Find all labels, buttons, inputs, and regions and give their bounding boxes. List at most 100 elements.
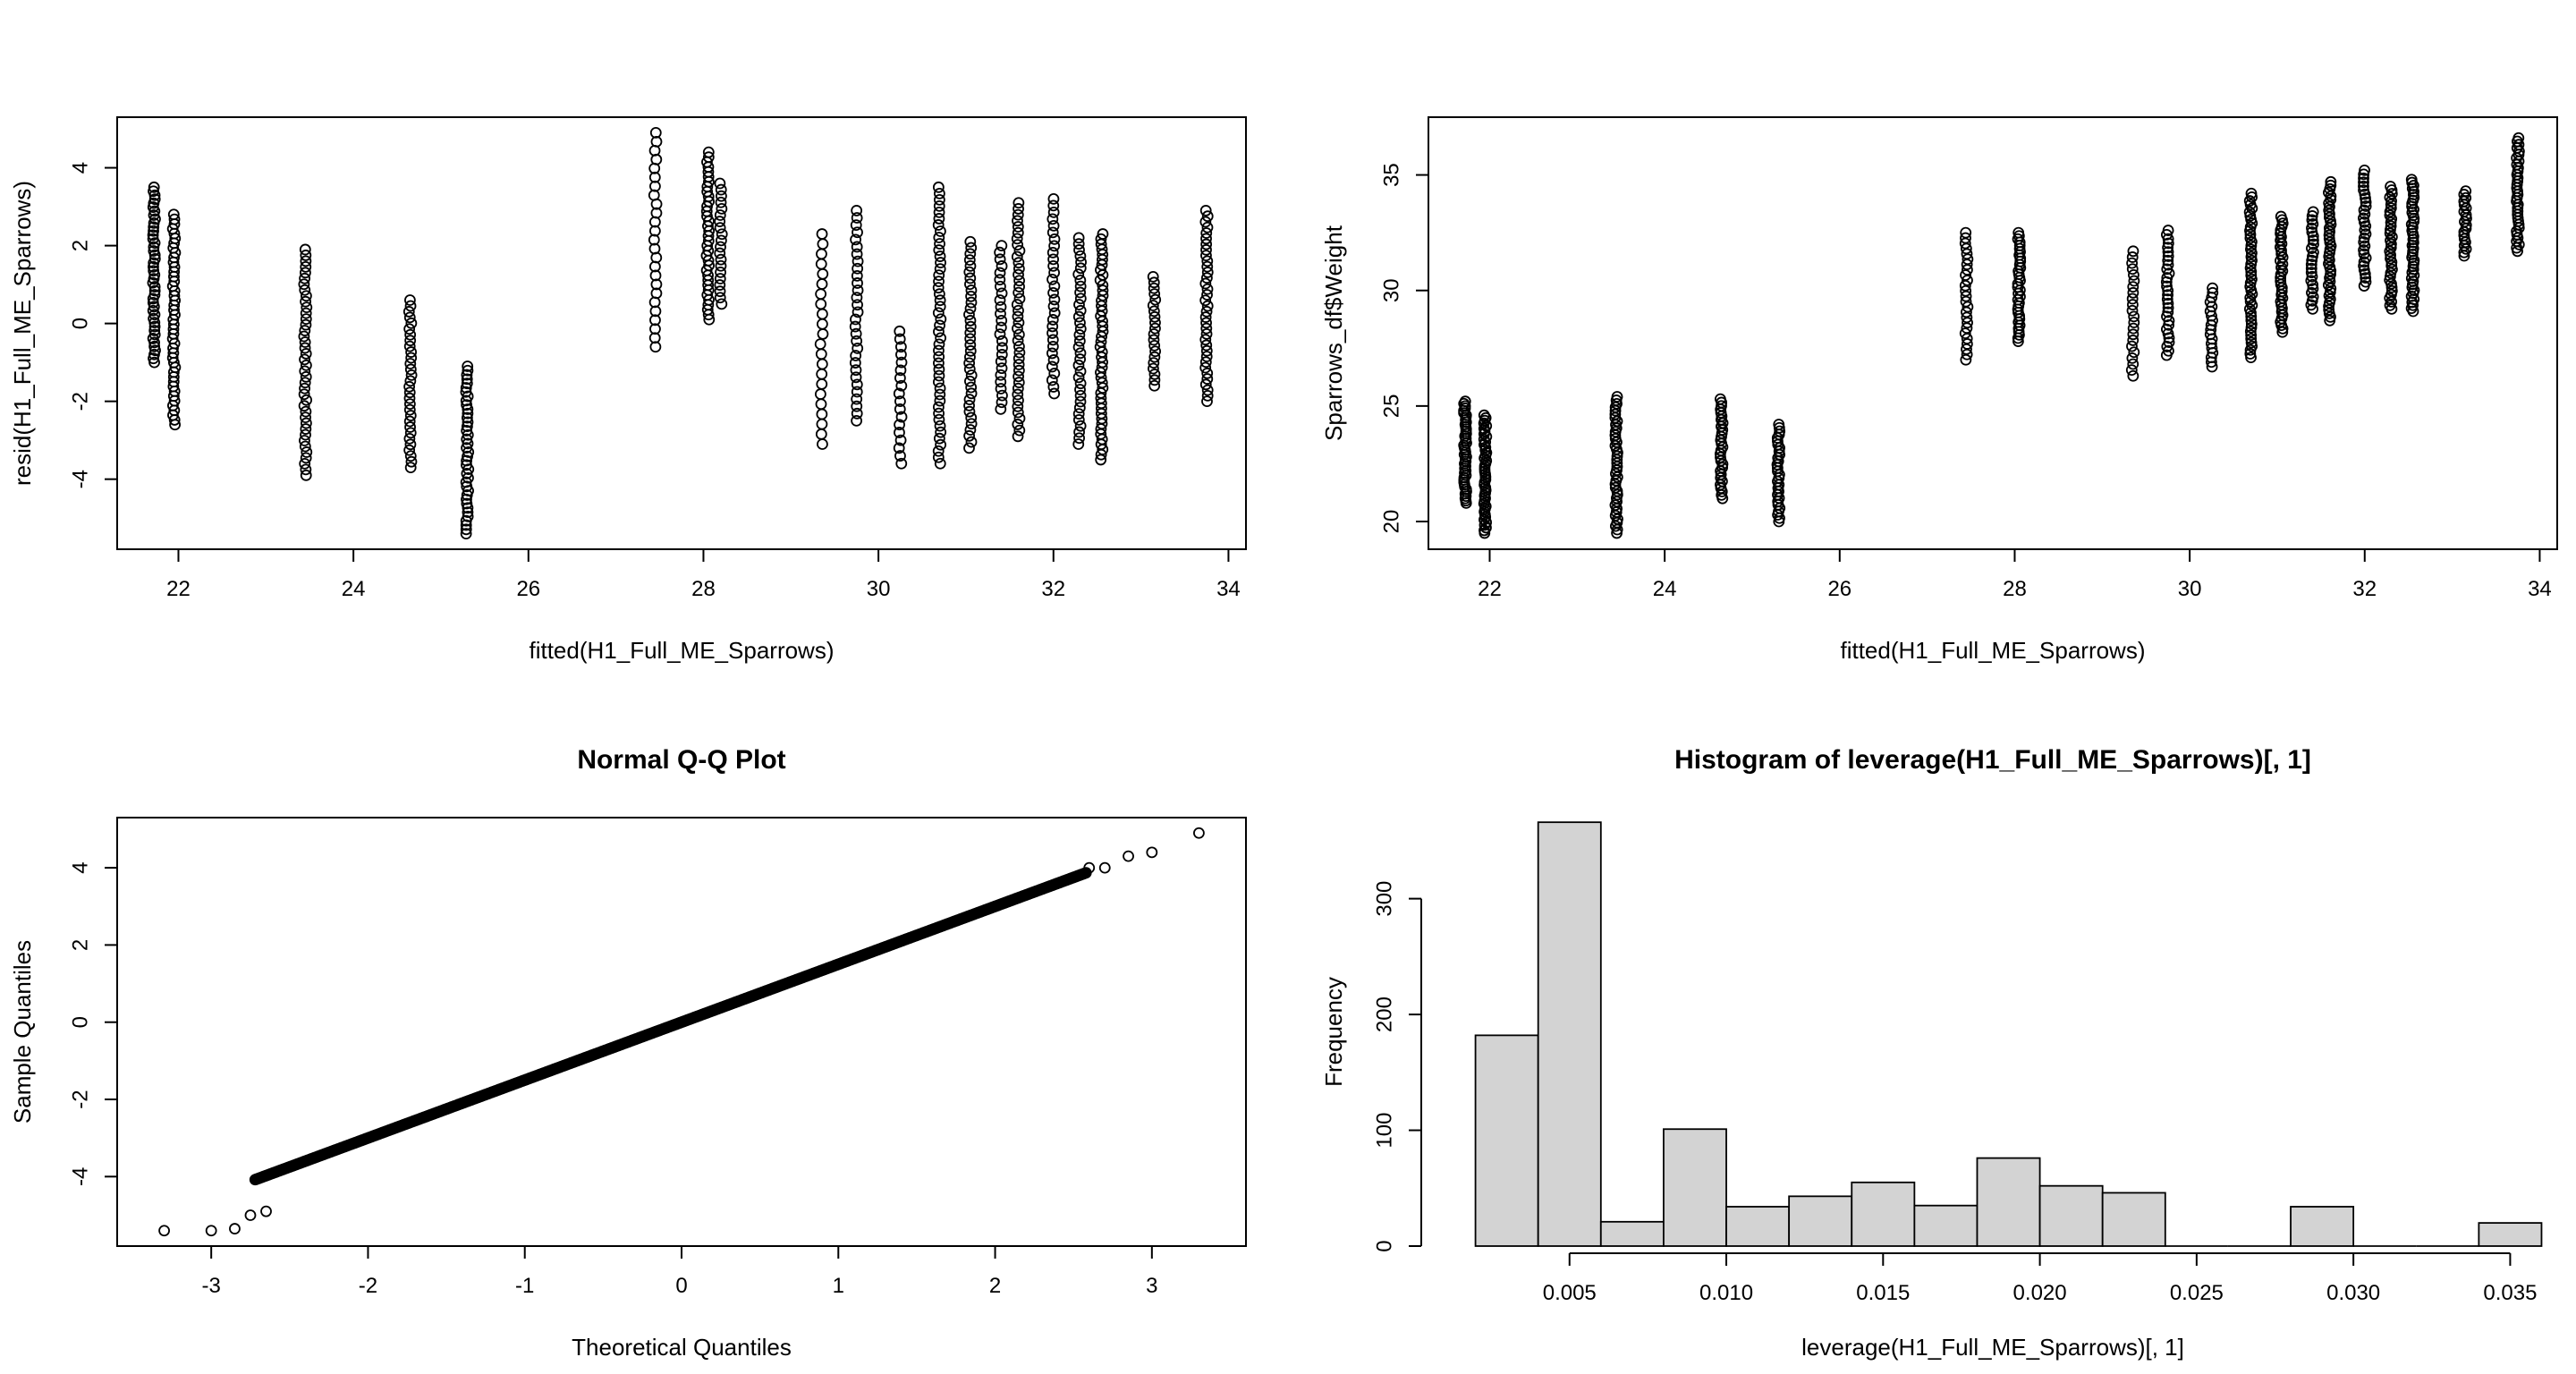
data-point xyxy=(963,254,976,266)
histogram-bar xyxy=(2101,1192,2166,1247)
data-point xyxy=(2245,336,2258,349)
data-point xyxy=(965,369,978,381)
data-point xyxy=(2385,181,2396,192)
data-point xyxy=(1148,374,1161,386)
data-point xyxy=(1611,397,1623,410)
data-point xyxy=(1048,280,1061,293)
data-point xyxy=(2162,297,2174,310)
data-point xyxy=(933,244,945,256)
y-tick-label: -4 xyxy=(68,1167,92,1186)
data-point xyxy=(849,357,861,369)
data-point xyxy=(1123,850,1134,862)
data-point xyxy=(148,181,160,193)
data-point xyxy=(817,328,829,340)
plot-frame xyxy=(116,116,1247,550)
data-point xyxy=(716,202,728,215)
data-point xyxy=(894,325,906,337)
data-point xyxy=(1960,226,1972,239)
data-point xyxy=(2308,238,2319,250)
data-point xyxy=(934,457,946,470)
data-point xyxy=(148,265,160,277)
x-tick-label: 2 xyxy=(989,1274,1001,1298)
data-point xyxy=(1961,338,1973,350)
data-point xyxy=(1073,299,1085,310)
data-point xyxy=(1013,281,1025,293)
data-point xyxy=(1046,360,1058,373)
data-point xyxy=(1200,322,1213,335)
x-tick-label: 28 xyxy=(691,577,716,601)
data-point xyxy=(148,221,160,233)
data-point xyxy=(1201,260,1214,273)
data-point xyxy=(148,245,160,257)
data-point xyxy=(404,421,416,433)
data-point xyxy=(1200,238,1213,250)
data-point xyxy=(2162,289,2174,301)
data-point xyxy=(964,333,977,345)
data-point xyxy=(852,306,864,318)
data-point xyxy=(1046,320,1059,333)
data-point xyxy=(2360,276,2372,288)
data-point xyxy=(934,420,946,432)
data-point xyxy=(148,209,160,221)
data-point xyxy=(995,383,1007,394)
data-point xyxy=(1048,233,1061,245)
x-tick-label: 0.015 xyxy=(1856,1281,1910,1305)
data-point xyxy=(934,394,946,407)
data-point xyxy=(460,386,472,398)
data-point xyxy=(1046,347,1058,360)
data-point xyxy=(1961,248,1973,260)
data-point xyxy=(650,207,663,219)
data-point xyxy=(964,320,977,333)
data-point xyxy=(461,369,473,381)
data-point xyxy=(965,411,978,424)
data-point xyxy=(649,323,661,335)
data-point xyxy=(996,240,1008,251)
data-point xyxy=(1962,253,1974,266)
data-point xyxy=(996,349,1008,360)
data-point xyxy=(2246,340,2258,352)
data-point xyxy=(994,267,1006,279)
data-point xyxy=(1073,402,1086,414)
data-point xyxy=(1072,408,1085,420)
data-point xyxy=(933,326,945,338)
data-point xyxy=(300,370,312,383)
data-point xyxy=(932,401,945,413)
data-point xyxy=(816,228,828,240)
data-point xyxy=(1047,287,1059,299)
data-point xyxy=(995,321,1007,334)
data-point xyxy=(1074,365,1087,377)
panel1-x-axis-label: fitted(H1_Full_ME_Sparrows) xyxy=(529,637,834,664)
data-point xyxy=(852,226,863,239)
data-point xyxy=(461,411,473,424)
x-tick-label: 0.030 xyxy=(2326,1281,2380,1305)
data-point xyxy=(963,442,975,454)
data-point xyxy=(1199,277,1212,290)
data-point xyxy=(299,284,311,296)
data-point xyxy=(148,253,161,265)
data-point xyxy=(404,358,417,369)
data-point xyxy=(995,280,1006,293)
data-point xyxy=(2245,240,2258,251)
data-point xyxy=(1148,305,1160,318)
data-point xyxy=(2162,250,2174,262)
data-point xyxy=(1479,500,1492,513)
data-point xyxy=(1960,269,1971,281)
data-point xyxy=(2162,246,2174,259)
data-point xyxy=(649,305,662,318)
data-point xyxy=(1480,430,1493,443)
panel1-y-axis-label: resid(H1_Full_ME_Sparrows) xyxy=(9,181,36,486)
data-point xyxy=(850,219,862,232)
data-point xyxy=(403,380,416,393)
data-point xyxy=(2127,322,2140,335)
data-point xyxy=(994,246,1006,259)
data-point xyxy=(1147,300,1159,311)
data-point xyxy=(995,376,1007,388)
data-point xyxy=(933,213,945,225)
data-point xyxy=(1611,488,1623,501)
data-point xyxy=(715,196,727,208)
data-point xyxy=(1609,408,1622,420)
data-point xyxy=(816,318,828,330)
data-point xyxy=(462,407,474,420)
data-point xyxy=(2245,318,2258,330)
data-point xyxy=(714,247,726,259)
